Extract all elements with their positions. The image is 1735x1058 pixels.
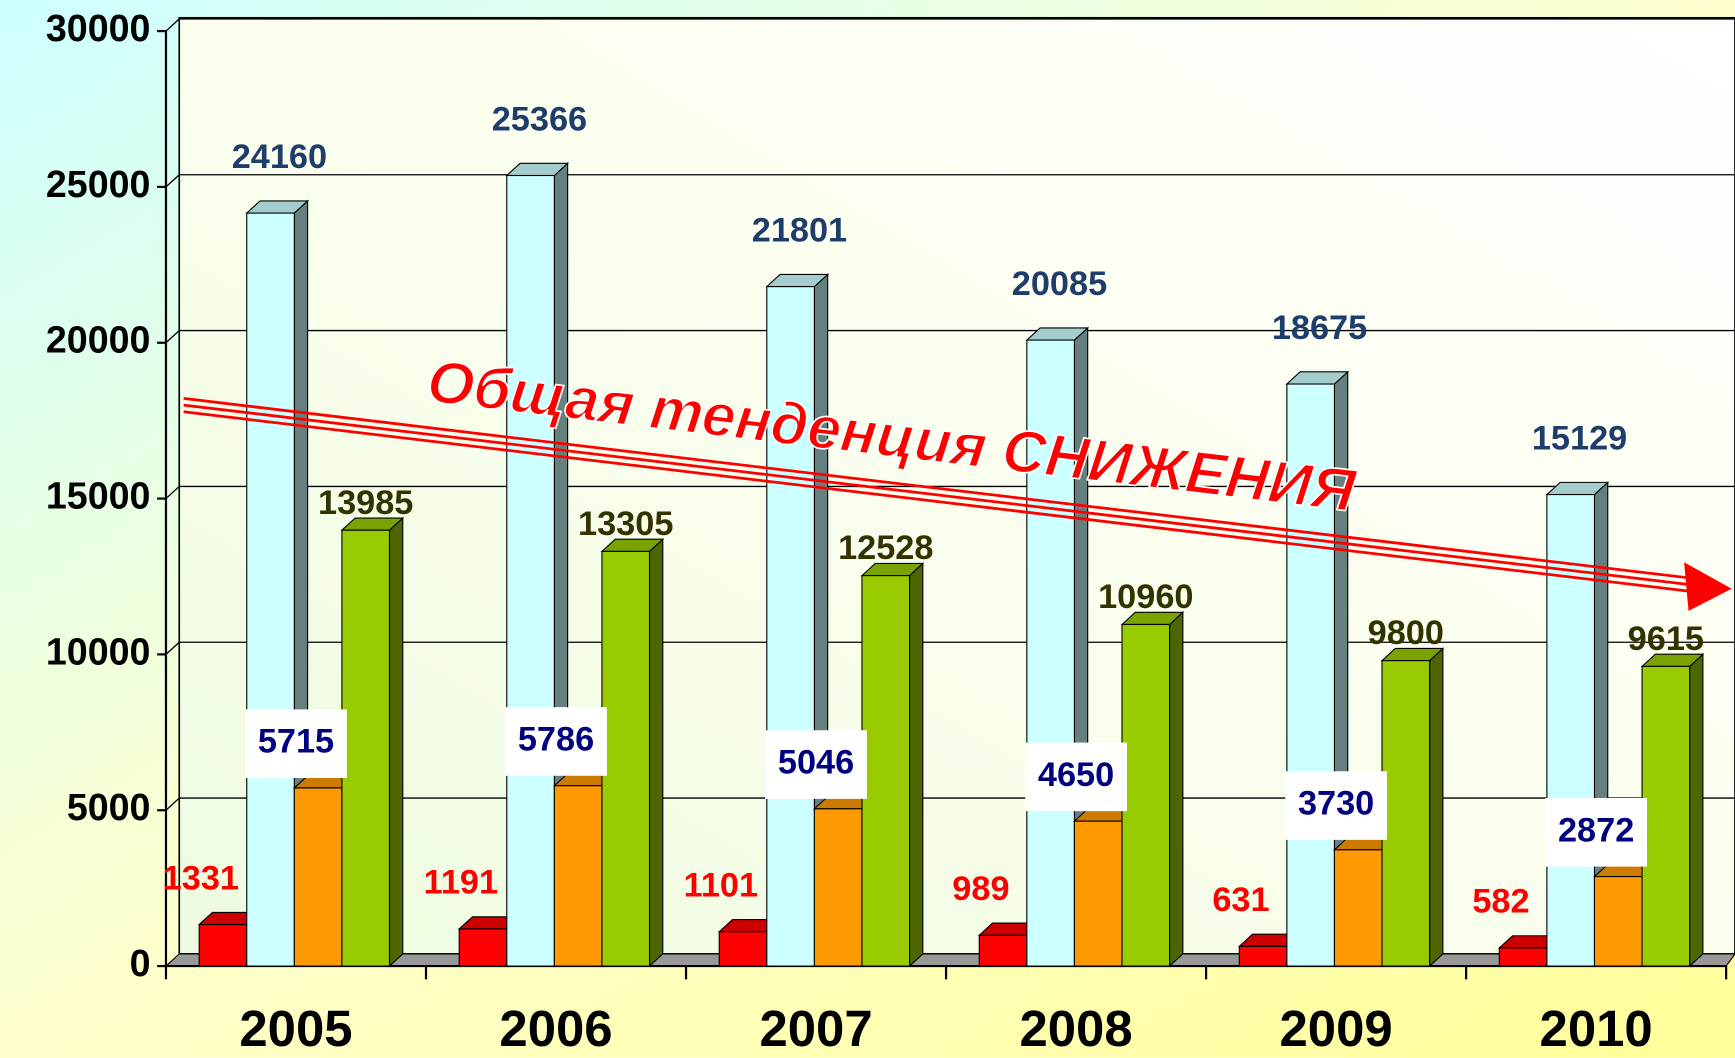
bar xyxy=(340,516,405,968)
trend-arrow-line xyxy=(183,410,1688,593)
y-tick-label: 15000 xyxy=(46,475,151,517)
x-tick-label: 2008 xyxy=(1019,1000,1132,1057)
bar-side xyxy=(648,537,664,968)
trend-arrow-line xyxy=(183,403,1688,586)
bar-side xyxy=(1429,647,1444,968)
grid-line xyxy=(165,641,180,655)
bar-front xyxy=(978,934,1028,967)
bar xyxy=(1380,647,1445,968)
data-label: 13985 xyxy=(318,484,413,522)
bar-front xyxy=(813,808,863,967)
data-label: 18675 xyxy=(1272,309,1367,347)
bar-front xyxy=(1593,876,1643,967)
data-label: 13305 xyxy=(578,505,673,543)
bar-front xyxy=(1286,383,1335,967)
grid-line xyxy=(165,18,180,32)
bar-front xyxy=(341,529,391,967)
data-label: 9615 xyxy=(1628,620,1704,658)
bar-front xyxy=(1498,947,1548,967)
bar-front xyxy=(1121,623,1171,967)
bar-front xyxy=(198,924,248,967)
data-label-box xyxy=(1285,771,1388,840)
x-tick-label: 2009 xyxy=(1280,1000,1393,1057)
x-tick-label: 2007 xyxy=(759,1000,872,1057)
data-label: 989 xyxy=(952,870,1009,908)
data-label: 5786 xyxy=(518,721,594,759)
data-label-box xyxy=(245,709,347,778)
bar-front xyxy=(553,785,603,967)
bar xyxy=(1497,934,1562,968)
data-label: 582 xyxy=(1472,883,1529,921)
data-label: 1101 xyxy=(684,867,758,905)
data-label: 15129 xyxy=(1532,419,1627,457)
bar-front xyxy=(246,212,295,967)
y-tick-label: 30000 xyxy=(46,7,151,49)
data-label: 2872 xyxy=(1558,811,1634,849)
bar-front xyxy=(601,550,651,967)
data-label: 24160 xyxy=(232,138,327,176)
data-label: 25366 xyxy=(492,100,587,138)
bar-front xyxy=(1333,849,1383,967)
y-tick-label: 10000 xyxy=(46,630,151,672)
bar-side xyxy=(1689,652,1704,968)
bar-front xyxy=(1641,665,1691,967)
bar-front xyxy=(718,931,768,967)
bar-front xyxy=(1026,339,1075,967)
data-label: 12528 xyxy=(838,529,933,567)
data-label-box xyxy=(1025,742,1127,812)
bar-side xyxy=(1169,611,1184,968)
bar xyxy=(1120,611,1185,968)
trend-arrow-line xyxy=(183,397,1688,580)
bar-front xyxy=(1073,820,1123,967)
bar-front xyxy=(506,174,555,967)
bar xyxy=(600,537,665,968)
x-tick-label: 2010 xyxy=(1540,1000,1653,1057)
data-label: 9800 xyxy=(1368,614,1444,652)
data-label: 5046 xyxy=(778,744,854,782)
bar xyxy=(505,162,570,968)
data-label-box xyxy=(1545,797,1648,867)
data-label: 20085 xyxy=(1012,265,1107,303)
bar-front xyxy=(458,928,508,967)
bar-front xyxy=(766,286,815,967)
data-label: 21801 xyxy=(752,211,847,249)
data-label: 4650 xyxy=(1038,756,1114,794)
trend-arrow-head xyxy=(1684,562,1732,611)
y-tick-label: 25000 xyxy=(46,163,151,205)
bar-front xyxy=(1238,945,1288,967)
bar-front xyxy=(1381,660,1431,967)
bar-side xyxy=(388,516,404,968)
bar xyxy=(1640,652,1705,968)
grid-line xyxy=(165,797,180,811)
y-tick-label: 0 xyxy=(130,942,151,984)
data-label-box xyxy=(505,707,607,776)
x-tick-label: 2006 xyxy=(499,1000,612,1057)
bar-side xyxy=(908,562,924,968)
bar-front xyxy=(293,787,343,967)
data-label: 1191 xyxy=(424,864,498,902)
data-label: 5715 xyxy=(258,723,334,761)
y-tick-label: 20000 xyxy=(46,319,151,361)
data-label-box xyxy=(765,730,867,799)
data-label: 631 xyxy=(1212,881,1269,919)
data-label: 10960 xyxy=(1098,578,1193,616)
y-tick-label: 5000 xyxy=(67,786,151,828)
grid-line xyxy=(165,330,180,344)
bar-front xyxy=(861,575,911,967)
data-label: 1331 xyxy=(163,859,239,897)
grid-line xyxy=(165,174,180,188)
bar xyxy=(860,562,925,968)
grid-line xyxy=(165,485,180,500)
x-tick-label: 2005 xyxy=(239,1000,352,1057)
data-label: 3730 xyxy=(1298,785,1374,823)
